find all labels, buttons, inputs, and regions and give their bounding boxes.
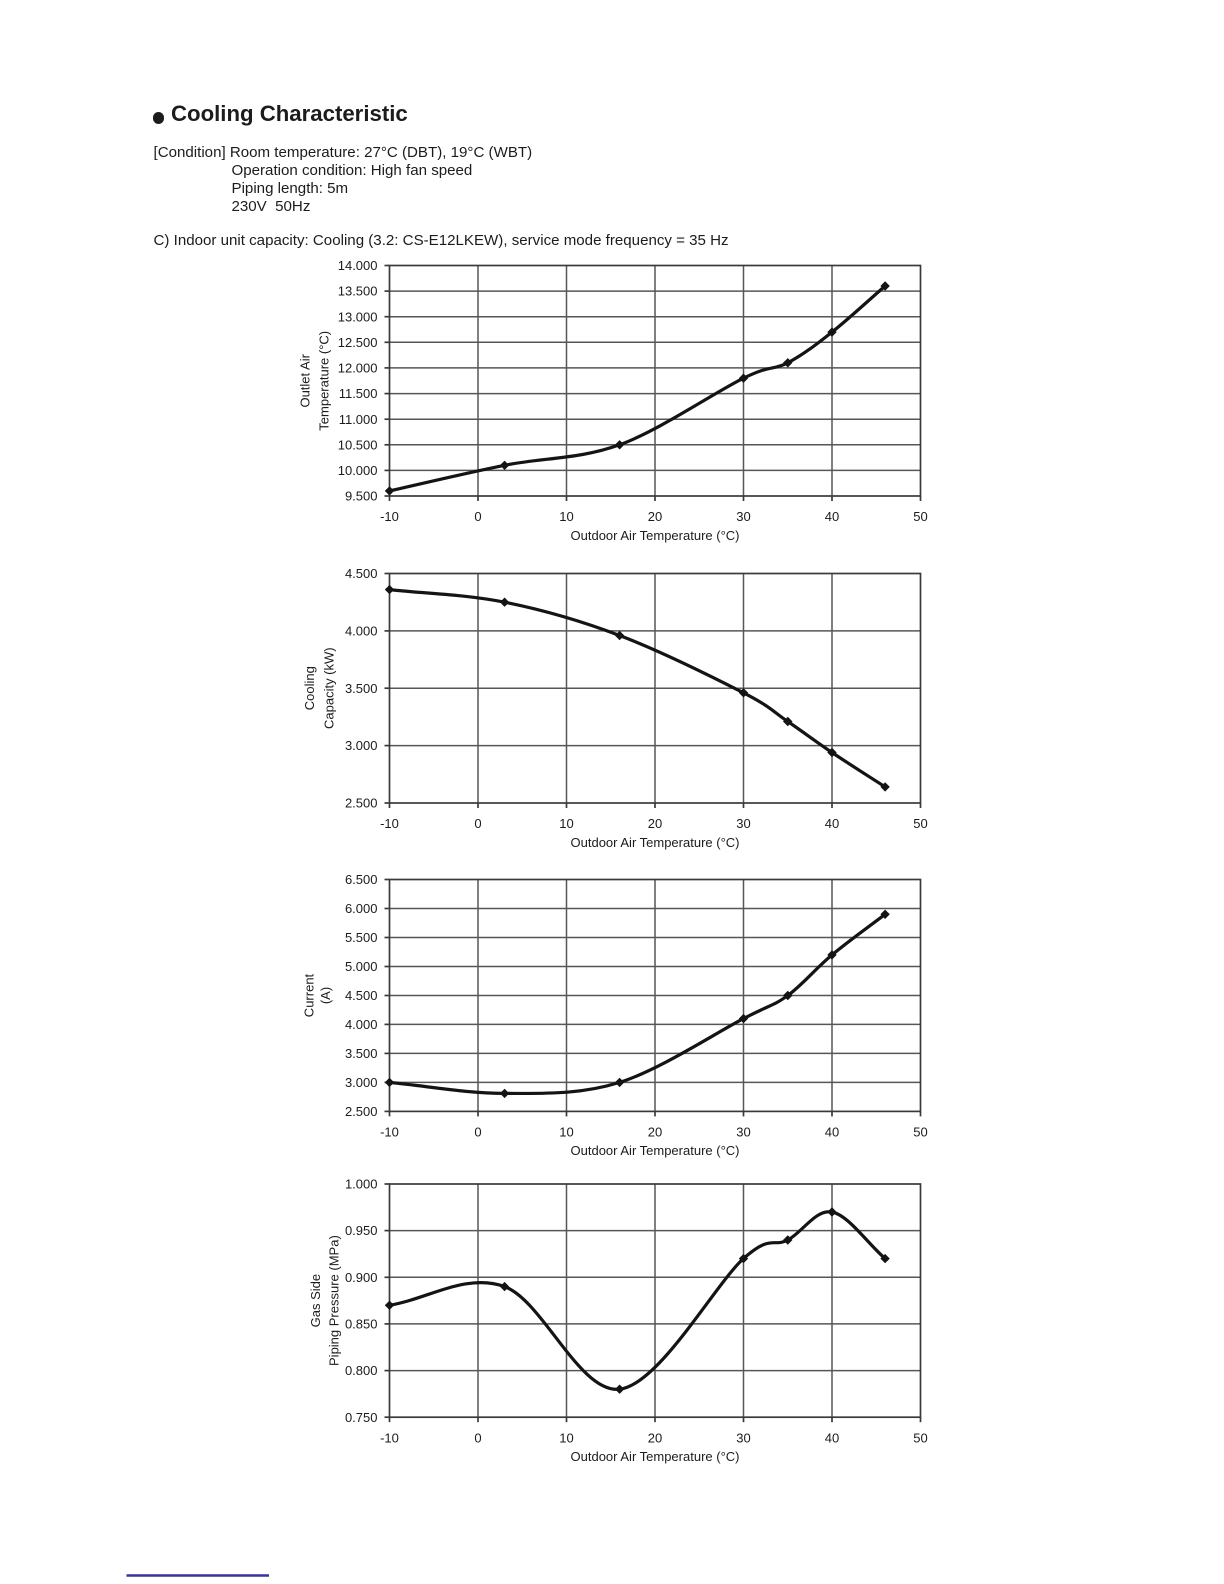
svg-text:0.750: 0.750 (345, 1410, 378, 1425)
svg-text:4.500: 4.500 (345, 988, 378, 1003)
svg-text:-10: -10 (380, 816, 399, 831)
svg-text:3.000: 3.000 (345, 1075, 378, 1090)
svg-text:6.500: 6.500 (345, 872, 378, 887)
svg-text:2.500: 2.500 (345, 1104, 378, 1119)
svg-text:-10: -10 (380, 1430, 399, 1445)
svg-text:5.500: 5.500 (345, 930, 378, 945)
svg-text:20: 20 (648, 509, 662, 524)
svg-text:9.500: 9.500 (345, 489, 378, 504)
svg-text:Outdoor Air Temperature (°C): Outdoor Air Temperature (°C) (571, 528, 740, 543)
svg-text:11.000: 11.000 (339, 412, 378, 427)
svg-text:30: 30 (736, 1125, 750, 1140)
svg-text:3.000: 3.000 (345, 738, 378, 753)
svg-text:-10: -10 (380, 1125, 399, 1140)
svg-text:20: 20 (648, 1125, 662, 1140)
svg-text:10: 10 (559, 1430, 573, 1445)
svg-text:Outdoor Air Temperature (°C): Outdoor Air Temperature (°C) (571, 1143, 740, 1158)
svg-text:(A): (A) (318, 987, 333, 1004)
svg-text:3.500: 3.500 (345, 1046, 378, 1061)
svg-text:30: 30 (736, 1430, 750, 1445)
svg-text:0: 0 (474, 1125, 481, 1140)
svg-text:0: 0 (474, 509, 481, 524)
svg-text:6.000: 6.000 (345, 901, 378, 916)
svg-text:40: 40 (825, 1125, 839, 1140)
svg-text:40: 40 (825, 509, 839, 524)
svg-text:0.900: 0.900 (345, 1270, 378, 1285)
svg-text:50: 50 (913, 1125, 927, 1140)
svg-text:Current: Current (302, 973, 317, 1017)
svg-text:0.800: 0.800 (345, 1363, 378, 1378)
svg-text:3.500: 3.500 (345, 681, 378, 696)
svg-text:Outlet Air: Outlet Air (298, 353, 313, 407)
svg-text:-10: -10 (380, 509, 399, 524)
svg-text:4.500: 4.500 (345, 566, 378, 581)
svg-text:30: 30 (736, 816, 750, 831)
svg-text:Temperature (°C): Temperature (°C) (317, 331, 332, 431)
svg-text:Capacity (kW): Capacity (kW) (322, 647, 337, 729)
svg-text:30: 30 (736, 509, 750, 524)
svg-text:10: 10 (559, 1125, 573, 1140)
svg-text:50: 50 (913, 1430, 927, 1445)
svg-text:40: 40 (825, 1430, 839, 1445)
svg-text:Cooling: Cooling (302, 666, 317, 710)
svg-text:Piping Pressure (MPa): Piping Pressure (MPa) (327, 1235, 342, 1366)
svg-text:10.000: 10.000 (338, 463, 378, 478)
svg-text:14.000: 14.000 (338, 258, 378, 273)
svg-text:12.000: 12.000 (338, 361, 378, 376)
svg-text:1.000: 1.000 (345, 1177, 378, 1192)
svg-text:40: 40 (825, 816, 839, 831)
svg-text:12.500: 12.500 (338, 335, 378, 350)
svg-text:0.950: 0.950 (345, 1223, 378, 1238)
svg-text:Gas Side: Gas Side (308, 1274, 323, 1327)
svg-text:50: 50 (913, 509, 927, 524)
svg-text:5.000: 5.000 (345, 959, 378, 974)
svg-text:20: 20 (648, 816, 662, 831)
svg-text:10: 10 (559, 816, 573, 831)
svg-text:4.000: 4.000 (345, 1017, 378, 1032)
svg-text:4.000: 4.000 (345, 624, 378, 639)
svg-text:Outdoor Air Temperature (°C): Outdoor Air Temperature (°C) (571, 835, 740, 850)
svg-text:50: 50 (913, 816, 927, 831)
svg-text:10: 10 (559, 509, 573, 524)
svg-text:13.500: 13.500 (338, 284, 378, 299)
svg-text:Outdoor Air Temperature (°C): Outdoor Air Temperature (°C) (571, 1449, 740, 1464)
svg-text:2.500: 2.500 (345, 796, 378, 811)
svg-text:0.850: 0.850 (345, 1317, 378, 1332)
svg-text:0: 0 (474, 816, 481, 831)
svg-text:0: 0 (474, 1430, 481, 1445)
svg-text:20: 20 (648, 1430, 662, 1445)
svg-text:10.500: 10.500 (338, 437, 378, 452)
svg-text:11.500: 11.500 (339, 386, 378, 401)
svg-text:13.000: 13.000 (338, 309, 378, 324)
